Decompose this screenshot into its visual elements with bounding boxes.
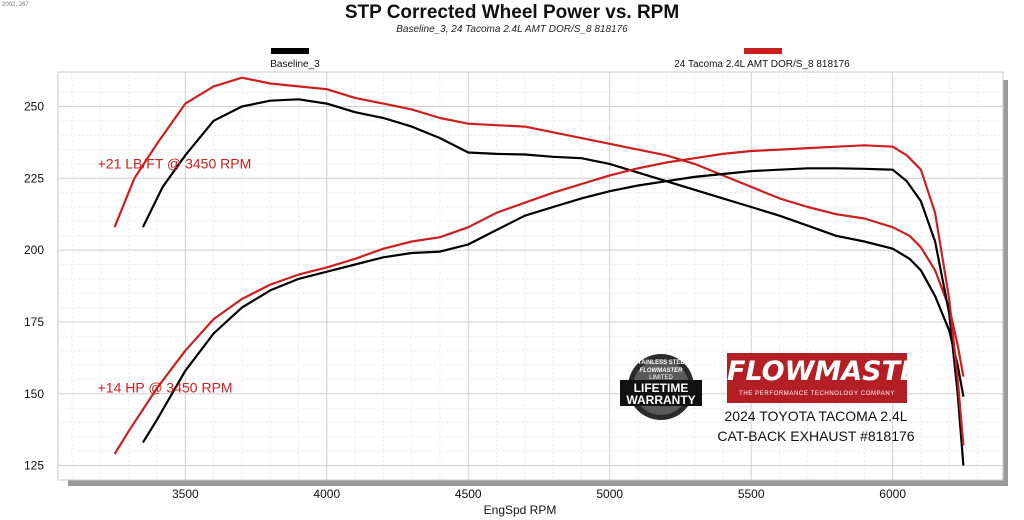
chart-corner-code: 2002, 267 <box>2 2 29 8</box>
y-tick-label: 200 <box>24 243 44 257</box>
badge-line1: LIFETIME <box>634 381 689 395</box>
x-tick-label: 4000 <box>313 487 340 501</box>
x-tick-label: 4500 <box>455 487 482 501</box>
annotations: +21 LB/FT @ 3450 RPM +14 HP @ 3450 RPM <box>98 155 252 395</box>
y-tick-label: 125 <box>24 459 44 473</box>
grid-lines <box>58 72 1003 480</box>
series-line-flowmaster-power <box>113 144 965 455</box>
annotation-label: +21 LB/FT @ 3450 RPM <box>98 155 252 171</box>
flowmaster-logo-tagline: THE PERFORMANCE TECHNOLOGY COMPANY <box>739 391 895 397</box>
series-line-baseline-torque <box>141 98 965 397</box>
chart-title: STP Corrected Wheel Power vs. RPM <box>344 2 680 23</box>
badge-brand: FLOWMASTER <box>640 368 684 374</box>
badge-line2: WARRANTY <box>626 393 695 407</box>
y-tick-labels: 125 150 175 200 225 250 <box>24 99 44 472</box>
x-tick-label: 6000 <box>879 487 906 501</box>
x-tick-labels: 3500 4000 4500 5000 5500 6000 <box>172 487 906 501</box>
y-tick-label: 150 <box>24 387 44 401</box>
x-axis-label: EngSpd RPM <box>484 503 557 517</box>
caption-vehicle: 2024 TOYOTA TACOMA 2.4L <box>724 408 908 424</box>
flowmaster-logo <box>727 353 907 403</box>
series-line-flowmaster-torque <box>113 76 965 377</box>
annotation-label: +14 HP @ 3450 RPM <box>98 379 233 395</box>
y-tick-label: 175 <box>24 315 44 329</box>
x-tick-label: 5500 <box>738 487 765 501</box>
caption-product: CAT-BACK EXHAUST #818176 <box>717 428 915 444</box>
legend-swatch <box>744 48 782 54</box>
badge-limited: LIMITED <box>649 375 673 381</box>
series-lines <box>113 76 965 466</box>
badge-band-icon <box>620 380 702 406</box>
plot-area <box>57 71 1004 481</box>
x-tick-label: 5000 <box>596 487 623 501</box>
badge-arc-text: STAINLESS STEEL <box>634 360 689 366</box>
legend: Baseline_3 24 Tacoma 2.4L AMT DOR/S_8 818… <box>270 48 850 70</box>
lifetime-warranty-badge: STAINLESS STEEL FLOWMASTER LIMITED LIFET… <box>620 354 702 420</box>
legend-label: 24 Tacoma 2.4L AMT DOR/S_8 818176 <box>674 59 850 70</box>
legend-swatch <box>271 48 309 54</box>
series-line-baseline-power <box>141 167 965 466</box>
chart-subtitle: Baseline_3, 24 Tacoma 2.4L AMT DOR/S_8 8… <box>396 24 628 35</box>
x-tick-label: 3500 <box>172 487 199 501</box>
y-tick-label: 225 <box>24 171 44 185</box>
y-tick-label: 250 <box>24 99 44 113</box>
flowmaster-logo-text: FLOWMASTER <box>727 356 940 387</box>
legend-label: Baseline_3 <box>270 59 320 70</box>
